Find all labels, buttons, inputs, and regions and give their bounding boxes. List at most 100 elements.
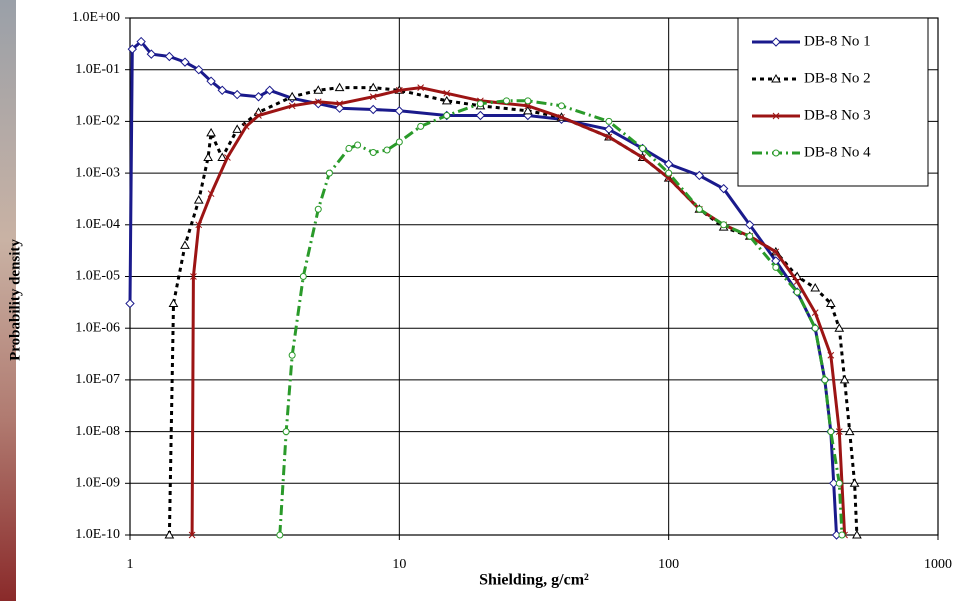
marker: [195, 221, 203, 229]
marker: [522, 105, 533, 115]
marker: [524, 102, 532, 110]
marker: [771, 37, 781, 47]
marker: [524, 97, 532, 105]
marker: [168, 298, 179, 308]
marker: [224, 154, 231, 161]
y-tick-label: 1.0E-09: [75, 476, 120, 491]
marker: [476, 100, 484, 108]
marker: [639, 144, 647, 152]
x-axis-label: Shielding, g/cm²: [479, 572, 589, 589]
marker: [694, 170, 705, 181]
marker: [395, 138, 403, 146]
marker: [746, 232, 754, 240]
legend-label: DB-8 No 2: [804, 70, 871, 86]
y-tick-label: 1.0E-02: [75, 114, 120, 129]
marker: [827, 351, 835, 359]
marker: [127, 44, 138, 54]
y-tick-label: 1.0E+00: [72, 10, 120, 25]
marker: [695, 205, 703, 213]
marker: [417, 122, 425, 130]
marker: [503, 97, 511, 105]
series-line: [128, 39, 838, 536]
marker: [287, 91, 298, 101]
marker: [443, 112, 451, 120]
marker: [232, 124, 243, 133]
marker: [190, 273, 197, 280]
marker: [206, 127, 216, 137]
legend-box: [737, 17, 929, 187]
plot-area: 1.0E+00 1.0E-01 1.0E-02 1.0E-03 1.0E-04 1.0E-…: [72, 10, 952, 572]
marker: [217, 85, 227, 95]
y-tick-label: 1.0E-03: [75, 165, 120, 180]
marker: [125, 298, 135, 309]
marker: [232, 89, 242, 100]
marker: [368, 104, 378, 115]
marker: [146, 49, 157, 59]
marker: [663, 159, 674, 169]
marker: [772, 112, 780, 120]
marker: [665, 169, 673, 177]
x-tick-label: 1000: [924, 557, 952, 572]
marker: [745, 220, 755, 230]
x-tick-label: 10: [392, 557, 406, 572]
marker: [288, 102, 296, 110]
marker: [835, 428, 843, 435]
marker: [180, 240, 190, 249]
marker: [852, 529, 862, 539]
marker: [417, 84, 425, 91]
marker: [558, 113, 565, 121]
marker: [313, 85, 324, 94]
marker: [394, 106, 405, 116]
marker: [193, 195, 204, 204]
y-tick-label: 1.0E-05: [75, 269, 120, 284]
y-axis-label: Probability density: [7, 239, 23, 361]
marker: [810, 282, 821, 292]
marker: [383, 146, 391, 154]
marker: [299, 273, 307, 280]
marker: [811, 309, 819, 316]
marker: [557, 102, 565, 110]
y-tick-label: 1.0E-01: [75, 62, 120, 77]
marker: [475, 110, 486, 121]
marker: [720, 221, 728, 229]
marker: [441, 95, 452, 105]
marker: [354, 141, 362, 149]
y-tick-label: 1.0E-10: [75, 527, 120, 542]
x-tick-label: 100: [658, 557, 679, 572]
marker: [793, 278, 801, 285]
marker: [206, 76, 216, 86]
marker: [194, 64, 204, 75]
marker: [188, 531, 196, 539]
marker: [821, 376, 829, 384]
marker: [217, 152, 228, 162]
marker: [255, 112, 262, 119]
marker: [314, 205, 322, 213]
marker: [203, 152, 213, 162]
marker: [838, 531, 846, 539]
y-tick-label: 1.0E-08: [75, 424, 120, 439]
marker: [336, 100, 343, 108]
marker: [844, 426, 855, 436]
marker: [288, 351, 296, 359]
marker: [772, 263, 780, 271]
legend: DB-8 No 1 DB-8 No 2 DB-8 No 3 DB-8 No 4: [737, 17, 929, 187]
marker: [811, 324, 819, 332]
marker: [276, 531, 284, 539]
marker: [772, 248, 780, 256]
marker: [314, 98, 322, 106]
marker: [605, 133, 613, 141]
marker: [849, 478, 860, 487]
marker: [772, 149, 780, 157]
marker: [164, 51, 175, 62]
y-tick-label: 1.0E-04: [75, 217, 120, 232]
marker: [253, 92, 264, 102]
marker: [834, 323, 845, 332]
legend-label: DB-8 No 3: [804, 107, 871, 123]
y-tick-label: 1.0E-07: [75, 372, 120, 387]
marker: [264, 85, 275, 95]
marker: [827, 428, 835, 436]
legend-label: DB-8 No 4: [804, 144, 871, 160]
marker: [282, 428, 290, 436]
